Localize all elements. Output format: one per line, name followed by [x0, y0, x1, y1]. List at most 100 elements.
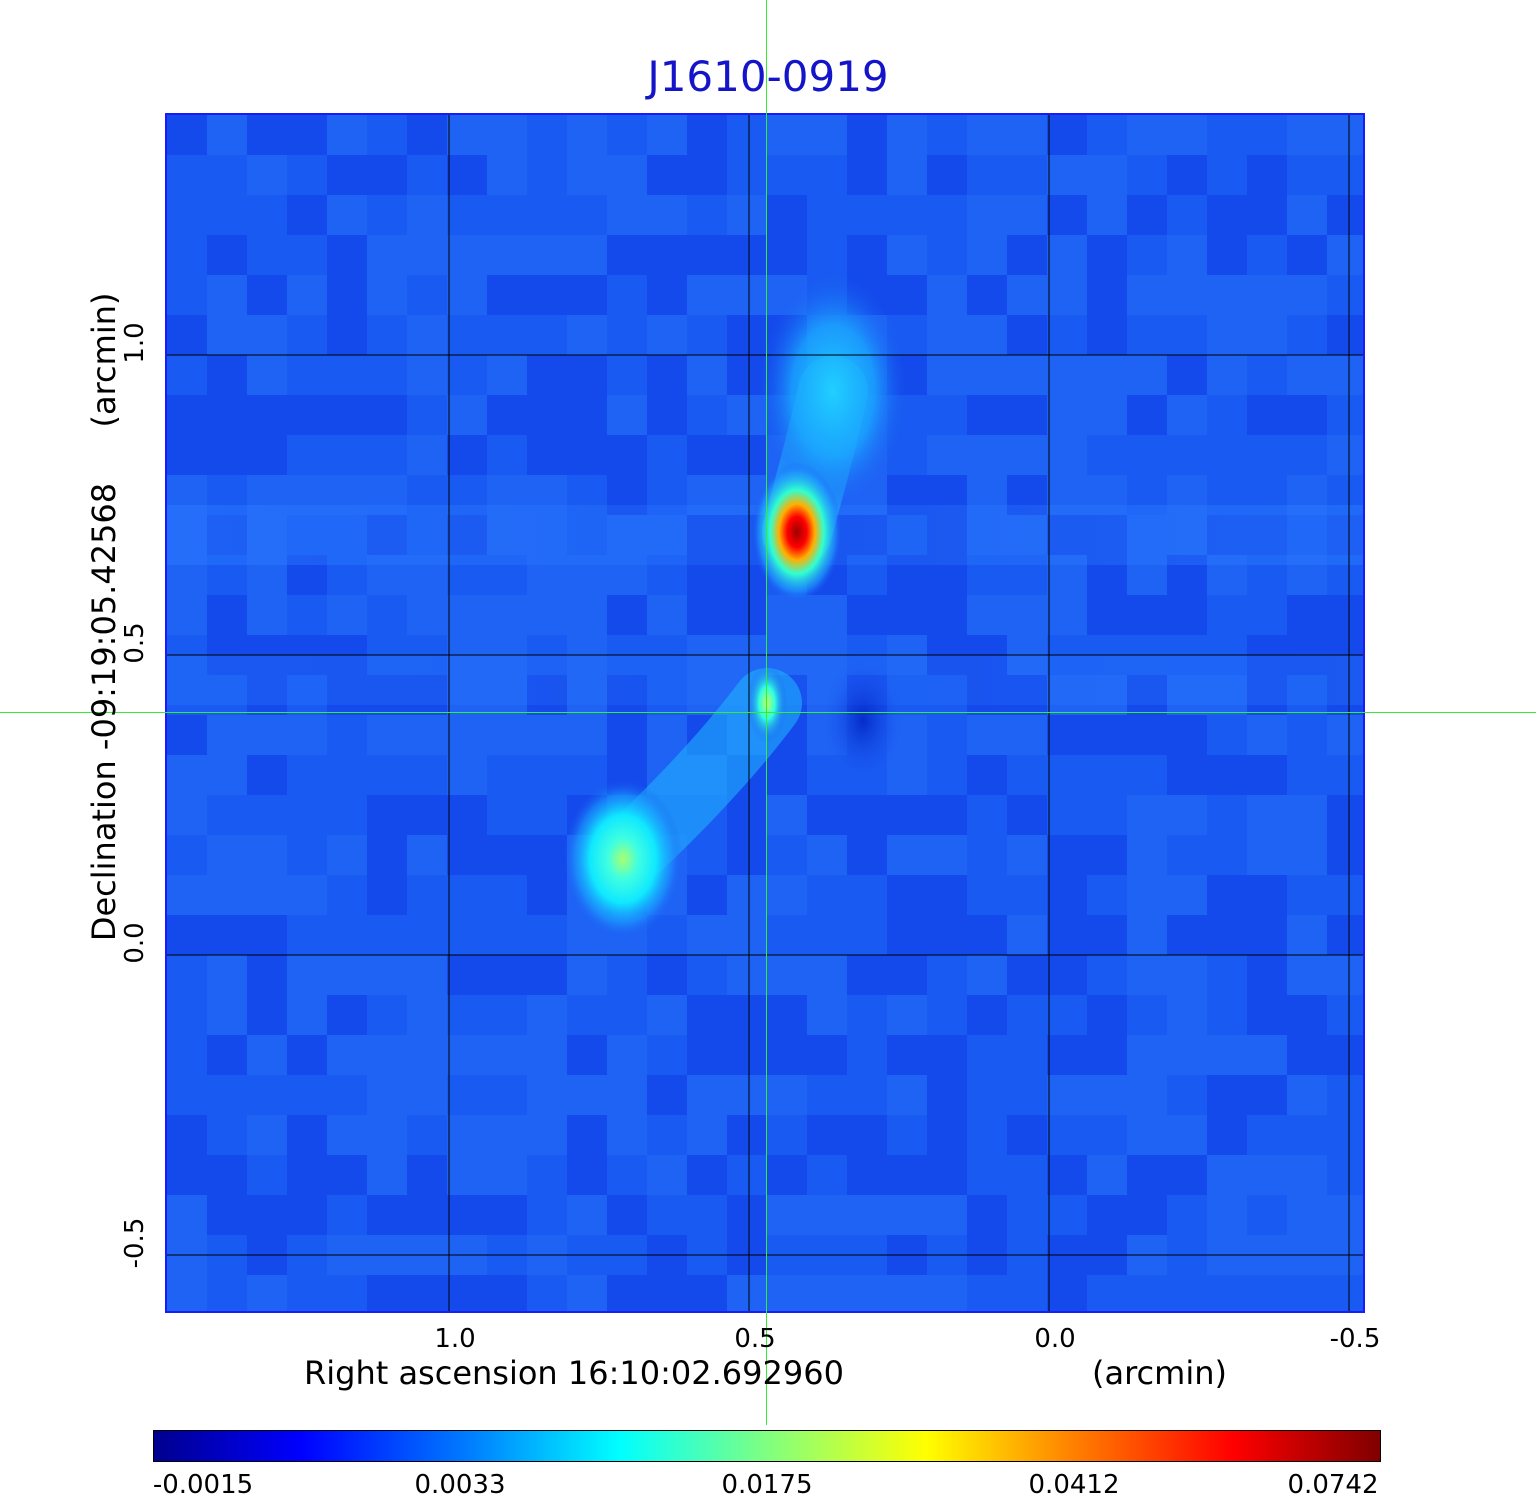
noise-cell [807, 875, 847, 915]
noise-cell [927, 995, 967, 1035]
noise-cell [1207, 795, 1247, 835]
negative-pocket [823, 661, 903, 781]
noise-cell [167, 315, 207, 355]
noise-cell [247, 875, 287, 915]
noise-cell [487, 1275, 527, 1311]
noise-cell [1287, 755, 1327, 795]
noise-cell [567, 435, 607, 475]
noise-cell [1167, 595, 1207, 635]
noise-cell [1087, 715, 1127, 755]
noise-cell [1287, 195, 1327, 235]
noise-cell [1047, 1195, 1087, 1235]
noise-cell [287, 1195, 327, 1235]
noise-cell [927, 1155, 967, 1195]
noise-cell [287, 1155, 327, 1195]
noise-cell [327, 915, 367, 955]
noise-cell [967, 115, 1007, 155]
noise-cell [487, 195, 527, 235]
noise-cell [1247, 395, 1287, 435]
noise-cell [647, 235, 687, 275]
noise-cell [607, 275, 647, 315]
noise-cell [1007, 835, 1047, 875]
noise-cell [327, 715, 367, 755]
noise-cell [727, 1275, 767, 1311]
noise-cell [527, 1075, 567, 1115]
noise-cell [247, 435, 287, 475]
noise-cell [1287, 355, 1327, 395]
noise-cell [807, 955, 847, 995]
noise-cell [367, 195, 407, 235]
noise-cell [447, 1195, 487, 1235]
noise-cell [447, 875, 487, 915]
noise-cell [407, 875, 447, 915]
noise-cell [287, 395, 327, 435]
noise-cell [247, 315, 287, 355]
noise-cell [1047, 1035, 1087, 1075]
noise-cell [927, 1035, 967, 1075]
noise-cell [1287, 1075, 1327, 1115]
noise-cell [327, 275, 367, 315]
noise-cell [1007, 115, 1047, 155]
noise-cell [1207, 275, 1247, 315]
noise-cell [167, 235, 207, 275]
noise-cell [527, 115, 567, 155]
noise-cell [1247, 835, 1287, 875]
noise-cell [607, 955, 647, 995]
noise-cell [1047, 835, 1087, 875]
noise-cell [407, 715, 447, 755]
noise-cell [1247, 1195, 1287, 1235]
noise-cell [247, 835, 287, 875]
noise-cell [607, 595, 647, 635]
noise-cell [1007, 595, 1047, 635]
noise-cell [967, 435, 1007, 475]
noise-cell [1167, 435, 1207, 475]
noise-cell [727, 275, 767, 315]
noise-cell [287, 835, 327, 875]
noise-cell [287, 595, 327, 635]
x-axis-unit: (arcmin) [1092, 1354, 1227, 1392]
y-tick-label: 0.5 [120, 622, 150, 664]
noise-cell [967, 595, 1007, 635]
noise-cell [807, 915, 847, 955]
noise-cell [447, 275, 487, 315]
noise-cell [927, 275, 967, 315]
noise-cell [847, 795, 887, 835]
noise-cell [1207, 435, 1247, 475]
y-tick-label: 1.0 [120, 322, 150, 364]
y-tick-label: -0.5 [120, 1217, 150, 1269]
noise-cell [367, 275, 407, 315]
noise-cell [1127, 235, 1167, 275]
noise-cell [167, 155, 207, 195]
noise-cell [1207, 995, 1247, 1035]
noise-cell [247, 395, 287, 435]
noise-cell [887, 875, 927, 915]
noise-cell [407, 275, 447, 315]
noise-cell [647, 435, 687, 475]
noise-cell [1327, 795, 1363, 835]
noise-cell [687, 1115, 727, 1155]
noise-cell [1207, 715, 1247, 755]
southern-hotspot [563, 779, 683, 939]
noise-cell [1327, 835, 1363, 875]
noise-cell [887, 1155, 927, 1195]
noise-cell [687, 275, 727, 315]
noise-cell [847, 835, 887, 875]
noise-cell [367, 795, 407, 835]
noise-cell [487, 755, 527, 795]
noise-cell [207, 395, 247, 435]
noise-cell [727, 435, 767, 475]
noise-cell [447, 955, 487, 995]
noise-cell [167, 715, 207, 755]
noise-cell [1167, 355, 1207, 395]
noise-cell [1127, 1115, 1167, 1155]
noise-cell [1207, 395, 1247, 435]
noise-cell [807, 155, 847, 195]
noise-cell [1167, 1155, 1207, 1195]
noise-cell [727, 795, 767, 835]
noise-cell [1047, 195, 1087, 235]
noise-cell [847, 1115, 887, 1155]
image-plot-area[interactable] [165, 113, 1365, 1313]
noise-cell [767, 1075, 807, 1115]
noise-cell [767, 155, 807, 195]
noise-cell [1167, 115, 1207, 155]
